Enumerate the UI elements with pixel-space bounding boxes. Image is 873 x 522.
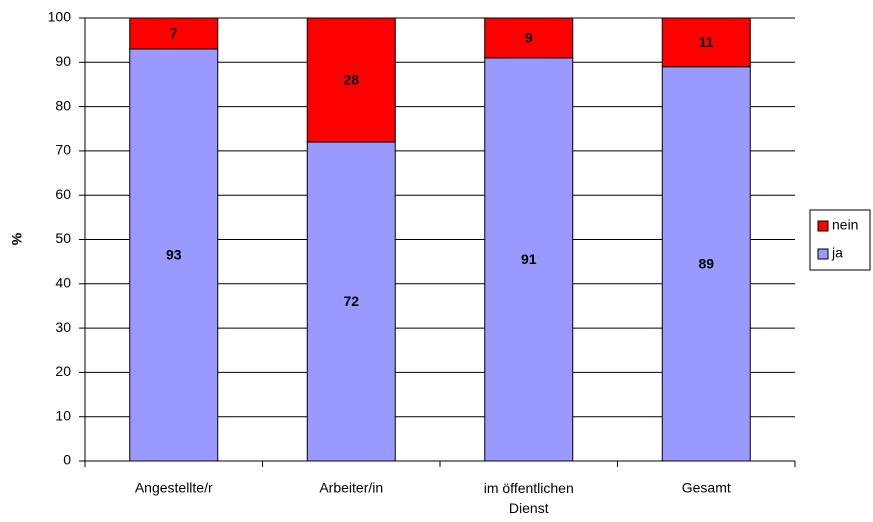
y-tick-label: 60 <box>55 186 71 202</box>
data-label: 28 <box>343 72 359 88</box>
legend-box <box>809 209 871 271</box>
bar-segment <box>306 141 396 462</box>
y-axis-label: % <box>9 232 25 245</box>
y-tick-label: 0 <box>63 452 71 468</box>
data-label: 7 <box>170 25 178 41</box>
bar-segment <box>129 48 219 462</box>
bar-segment <box>661 66 751 462</box>
x-tick-label-line: im öffentlichen <box>484 480 574 496</box>
bar-segment <box>484 57 574 462</box>
data-label: 72 <box>343 293 359 309</box>
bar-segment <box>306 17 396 143</box>
x-tick-label-line: Dienst <box>509 500 549 516</box>
legend-label: ja <box>831 245 843 261</box>
bar-segment <box>484 17 574 59</box>
data-label: 93 <box>166 247 182 263</box>
y-tick-label: 80 <box>55 97 71 113</box>
data-label: 89 <box>698 256 714 272</box>
data-label: 91 <box>521 251 537 267</box>
data-label: 9 <box>525 30 533 46</box>
data-label: 11 <box>699 34 714 50</box>
legend-label: nein <box>832 217 858 233</box>
bar-segment <box>129 17 219 50</box>
x-tick-label: Arbeiter/in <box>319 480 383 496</box>
x-tick-label: im öffentlichen Dienst <box>484 480 574 516</box>
y-tick-label: 40 <box>55 275 71 291</box>
y-tick-label: 100 <box>48 9 72 25</box>
x-tick-label: Angestellte/r <box>135 480 213 496</box>
y-tick-label: 20 <box>55 363 71 379</box>
legend-swatch <box>817 220 829 232</box>
y-tick-label: 90 <box>55 53 71 69</box>
y-tick-label: 10 <box>55 407 71 423</box>
legend-swatch <box>817 248 829 260</box>
bar-segment <box>661 17 751 68</box>
y-tick-label: 70 <box>55 142 71 158</box>
y-tick-label: 50 <box>55 230 71 246</box>
x-tick-label: Gesamt <box>682 480 731 496</box>
y-tick-label: 30 <box>55 319 71 335</box>
